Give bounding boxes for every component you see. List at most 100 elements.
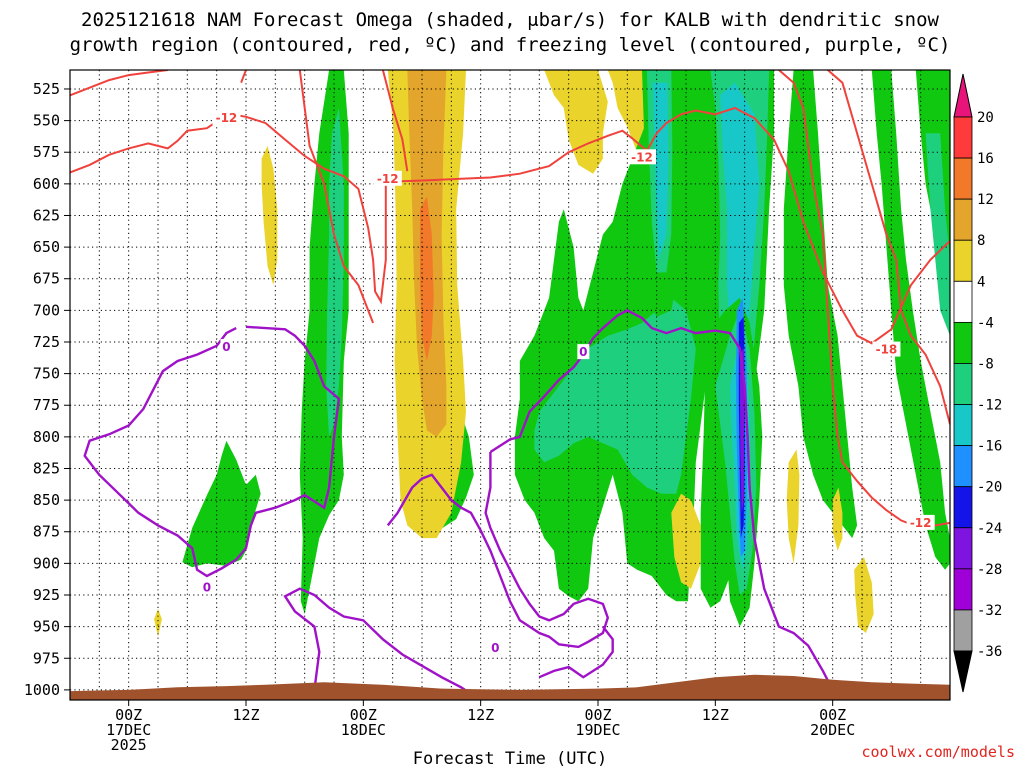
y-tick-label-675: 675 <box>33 270 60 288</box>
chart-title-line1: 2025121618 NAM Forecast Omega (shaded, μ… <box>81 9 939 31</box>
x-tick-label-48-0: 00Z <box>584 706 611 724</box>
omega-region-1 <box>154 608 162 637</box>
omega-region-34 <box>832 487 843 551</box>
omega-region-2 <box>261 145 278 286</box>
omega-region-28 <box>783 70 858 539</box>
contour-label-bg-3 <box>872 341 901 357</box>
y-tick-label-900: 900 <box>33 554 60 572</box>
contour-label-7: 0 <box>203 580 211 594</box>
x-tick-label-0-1: 17DEC <box>106 721 151 739</box>
x-tick-label-12-0: 12Z <box>232 706 259 724</box>
contour-label-4: -12 <box>910 516 932 530</box>
colorbar-bin-1 <box>953 157 973 200</box>
omega-region-13 <box>534 297 696 494</box>
colorbar-bin-11 <box>953 568 973 611</box>
contour-label-6: 0 <box>579 345 587 359</box>
x-axis-title: Forecast Time (UTC) <box>413 749 607 768</box>
colorbar-label-5: -4 <box>977 315 994 331</box>
colorbar-top-cap <box>953 73 973 118</box>
omega-region-16 <box>720 82 760 361</box>
y-tick-label-775: 775 <box>33 396 60 414</box>
colorbar-bin-3 <box>953 239 973 282</box>
colorbar-label-3: 8 <box>977 233 985 249</box>
freezing-contour-2 <box>489 309 834 691</box>
freezing-contour-1 <box>283 587 472 695</box>
x-tick-label-72-1: 20DEC <box>810 721 855 739</box>
chart-title-line2: growth region (contoured, red, ºC) and f… <box>70 34 951 56</box>
freezing-contour-4 <box>538 625 614 679</box>
x-tick-label-24-0: 00Z <box>350 706 377 724</box>
omega-region-31 <box>925 133 950 336</box>
omega-region-27 <box>739 348 745 513</box>
colorbar-bin-7 <box>953 404 973 447</box>
colorbar-label-13: -36 <box>977 644 1002 660</box>
colorbar-label-2: 12 <box>977 192 994 208</box>
y-tick-label-975: 975 <box>33 649 60 667</box>
y-tick-label-625: 625 <box>33 206 60 224</box>
x-tick-label-24-1: 18DEC <box>341 721 386 739</box>
colorbar-label-1: 16 <box>977 151 994 167</box>
omega-region-0 <box>182 440 261 568</box>
credit-text: coolwx.com/models <box>861 743 1015 761</box>
dgz-contour-2 <box>240 70 247 84</box>
colorbar-label-12: -32 <box>977 603 1002 619</box>
colorbar-bin-6 <box>953 363 973 405</box>
contour-label-2: -12 <box>631 150 653 164</box>
dgz-contour-3 <box>298 70 375 324</box>
colorbar-label-10: -24 <box>977 521 1002 537</box>
omega-region-4 <box>326 108 344 437</box>
dgz-contour-6 <box>827 70 950 425</box>
colorbar-bin-12 <box>953 609 973 652</box>
terrain-area <box>70 674 950 700</box>
omega-shading <box>154 70 950 637</box>
dgz-contour-1 <box>70 70 168 97</box>
colorbar-bin-4 <box>953 280 973 323</box>
contour-label-bg-5 <box>220 339 233 355</box>
x-tick-label-72-0: 00Z <box>819 706 846 724</box>
y-tick-label-925: 925 <box>33 586 60 604</box>
contour-label-bg-7 <box>200 579 213 595</box>
y-tick-label-650: 650 <box>33 238 60 256</box>
plot-frame <box>69 69 951 701</box>
colorbar-bin-8 <box>953 445 973 488</box>
colorbar-bin-0 <box>953 116 973 159</box>
contour-labels: -12 -12 -12 -18 -12 0 0 0 0 <box>200 110 935 656</box>
y-tick-label-525: 525 <box>33 80 60 98</box>
y-tick-label-950: 950 <box>33 618 60 636</box>
colorbar-bin-5 <box>953 321 973 364</box>
freezing-contour-0 <box>83 325 341 578</box>
omega-region-35 <box>854 557 874 633</box>
y-tick-label-825: 825 <box>33 459 60 477</box>
freezing-contour-3 <box>386 452 610 649</box>
colorbar-bottom-cap <box>953 650 973 693</box>
contour-label-0: -12 <box>216 111 238 125</box>
y-axis: 525 550 575 600 625 650 675 700 725 750 775 800 825 8… <box>24 80 70 699</box>
terrain-fill <box>70 674 950 700</box>
contour-label-bg-6 <box>577 344 590 360</box>
colorbar-bin-2 <box>953 198 973 241</box>
contour-label-bg-0 <box>212 110 241 126</box>
colorbar-label-0: 20 <box>977 110 994 126</box>
contour-label-3: -18 <box>876 343 898 357</box>
colorbar: 20 16 12 8 4 -4 -8 -12 -16 -20 -24 -28 -32 -36 <box>953 73 1002 693</box>
colorbar-label-7: -12 <box>977 398 1002 414</box>
omega-region-10 <box>544 70 608 174</box>
y-tick-label-600: 600 <box>33 175 60 193</box>
contour-label-bg-4 <box>906 514 935 530</box>
colorbar-label-9: -20 <box>977 480 1002 496</box>
y-tick-label-800: 800 <box>33 428 60 446</box>
y-tick-label-550: 550 <box>33 112 60 130</box>
dgz-contour-5 <box>778 70 950 530</box>
x-tick-label-0-2: 2025 <box>111 736 147 754</box>
contour-label-bg-1 <box>373 170 402 186</box>
plot-area: -12 -12 -12 -18 -12 0 0 0 0 <box>69 69 951 701</box>
contour-label-5: 0 <box>222 340 230 354</box>
colorbar-label-11: -28 <box>977 562 1002 578</box>
omega-region-33 <box>786 449 800 564</box>
colorbar-label-4: 4 <box>977 274 985 290</box>
x-tick-label-48-1: 19DEC <box>575 721 620 739</box>
colorbar-bin-9 <box>953 486 973 529</box>
y-tick-label-875: 875 <box>33 523 60 541</box>
contour-label-bg-2 <box>628 149 656 165</box>
